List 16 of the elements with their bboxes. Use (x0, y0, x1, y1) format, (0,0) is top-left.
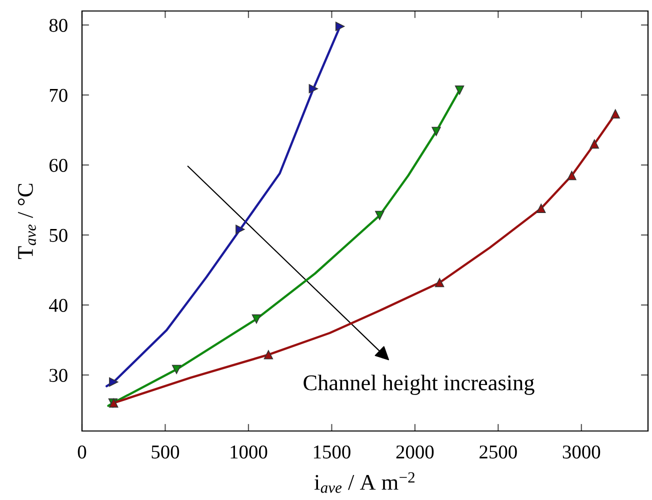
x-tick-label: 3000 (562, 445, 600, 459)
y-tick-label: 50 (50, 228, 68, 242)
x-tick-label: 2000 (396, 445, 434, 459)
x-tick-label: 1000 (230, 445, 268, 459)
y-tick-label: 30 (50, 368, 68, 382)
y-tick-label: 40 (49, 298, 68, 312)
x-tick-label: 2500 (480, 445, 517, 459)
y-tick-label: 80 (49, 18, 68, 32)
x-tick-label: 500 (152, 445, 180, 459)
x-tick-label: 0 (78, 445, 86, 459)
y-axis-title: T$_{ave}$ / °C (18, 184, 36, 260)
x-axis-title: i$_{ave}$ / A m$^{−2}$ (314, 472, 414, 493)
y-tick-label: 60 (50, 158, 68, 172)
y-tick-label: 70 (50, 88, 68, 102)
x-tick-label: 1500 (314, 445, 350, 459)
annotation: Channel height increasing (304, 374, 534, 395)
